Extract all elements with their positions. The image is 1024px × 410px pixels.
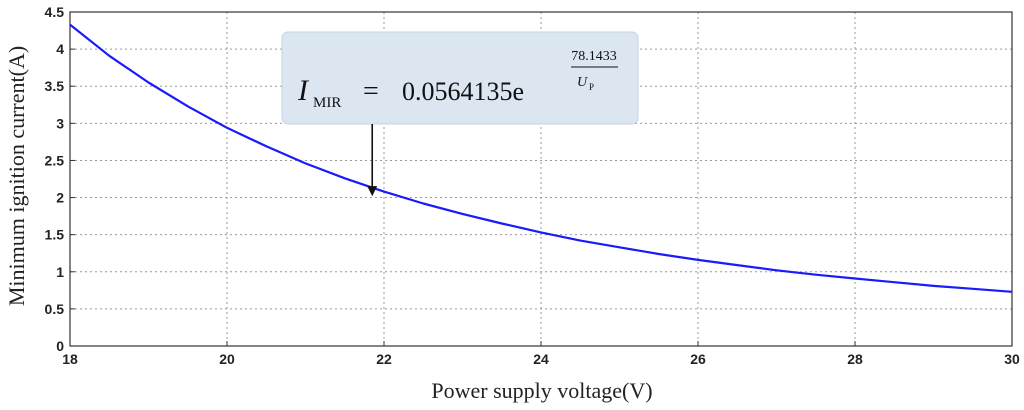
y-tick-label: 3 (56, 115, 64, 131)
x-tick-label: 18 (62, 351, 78, 367)
series-layer (69, 23, 1013, 293)
equation-coefficient: 0.0564135e (402, 77, 524, 106)
equation-annotation: I MIR = 0.0564135e 78.1433 U P (281, 31, 639, 125)
arrow-head (367, 186, 378, 197)
x-tick-label: 24 (533, 351, 549, 367)
equation-symbol: I (297, 74, 310, 107)
x-axis-label: Power supply voltage(V) (431, 378, 652, 403)
y-tick-label: 2 (56, 190, 64, 206)
x-tick-label: 30 (1004, 351, 1020, 367)
x-axis: 18 20 22 24 26 28 30 (62, 341, 1020, 367)
annotation-arrow (367, 124, 378, 197)
equation-equals: = (363, 76, 379, 107)
y-tick-label: 1.5 (45, 227, 65, 243)
y-tick-label: 4.5 (45, 4, 65, 20)
x-tick-label: 28 (847, 351, 863, 367)
y-tick-label: 0 (56, 338, 64, 354)
y-tick-label: 2.5 (45, 152, 65, 168)
y-tick-label: 3.5 (45, 78, 65, 94)
equation-box (281, 31, 639, 125)
exponent-numerator: 78.1433 (571, 49, 617, 64)
series-line (69, 23, 1013, 293)
x-tick-label: 26 (690, 351, 706, 367)
y-axis: 0 0.5 1 1.5 2 2.5 3 3.5 4 4.5 (45, 4, 75, 354)
y-tick-label: 0.5 (45, 301, 65, 317)
equation-subscript: MIR (313, 95, 341, 111)
y-axis-label: Minimum ignition current(A) (4, 46, 29, 306)
y-tick-label: 1 (56, 264, 64, 280)
y-tick-label: 4 (56, 41, 64, 57)
exponent-denominator-subscript: P (589, 82, 594, 92)
x-tick-label: 22 (376, 351, 392, 367)
exponent-denominator-symbol: U (577, 75, 588, 90)
x-tick-label: 20 (219, 351, 235, 367)
